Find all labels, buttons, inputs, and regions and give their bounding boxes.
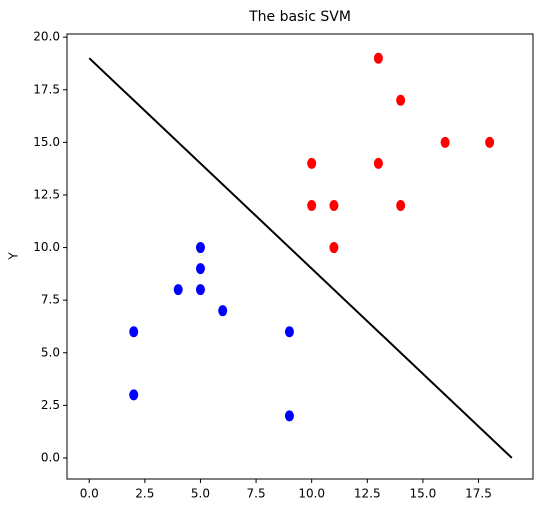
point xyxy=(173,284,183,296)
x-tick-label: 2.5 xyxy=(135,487,154,501)
point xyxy=(218,305,228,317)
point xyxy=(307,157,317,169)
point xyxy=(195,263,205,275)
point xyxy=(129,389,139,401)
y-axis-label: Y xyxy=(7,252,21,261)
point xyxy=(307,199,317,211)
separating-line xyxy=(88,57,513,459)
point xyxy=(195,284,205,296)
y-tick-label: 2.5 xyxy=(41,398,60,412)
x-tick-label: 15.0 xyxy=(410,487,437,501)
chart-title: The basic SVM xyxy=(248,9,351,25)
point xyxy=(396,94,406,106)
plot-frame xyxy=(66,33,534,480)
point xyxy=(396,199,406,211)
y-tick-label: 5.0 xyxy=(41,345,60,359)
point xyxy=(440,136,450,148)
point xyxy=(129,326,139,338)
point xyxy=(284,410,294,422)
y-tick-label: 0.0 xyxy=(41,450,60,464)
y-tick-label: 12.5 xyxy=(33,187,60,201)
x-tick-label: 17.5 xyxy=(465,487,492,501)
y-tick-label: 10.0 xyxy=(33,240,60,254)
x-tick-label: 5.0 xyxy=(191,487,210,501)
x-tick-label: 0.0 xyxy=(80,487,99,501)
y-tick-label: 20.0 xyxy=(33,30,60,44)
point xyxy=(373,52,383,64)
point xyxy=(329,199,339,211)
x-tick-label: 7.5 xyxy=(247,487,266,501)
point xyxy=(329,242,339,254)
point xyxy=(373,157,383,169)
x-tick-label: 12.5 xyxy=(354,487,381,501)
point xyxy=(195,242,205,254)
point xyxy=(485,136,495,148)
y-tick-label: 7.5 xyxy=(41,293,60,307)
x-tick-label: 10.0 xyxy=(298,487,325,501)
y-tick-label: 15.0 xyxy=(33,135,60,149)
y-tick-label: 17.5 xyxy=(33,82,60,96)
point xyxy=(284,326,294,338)
